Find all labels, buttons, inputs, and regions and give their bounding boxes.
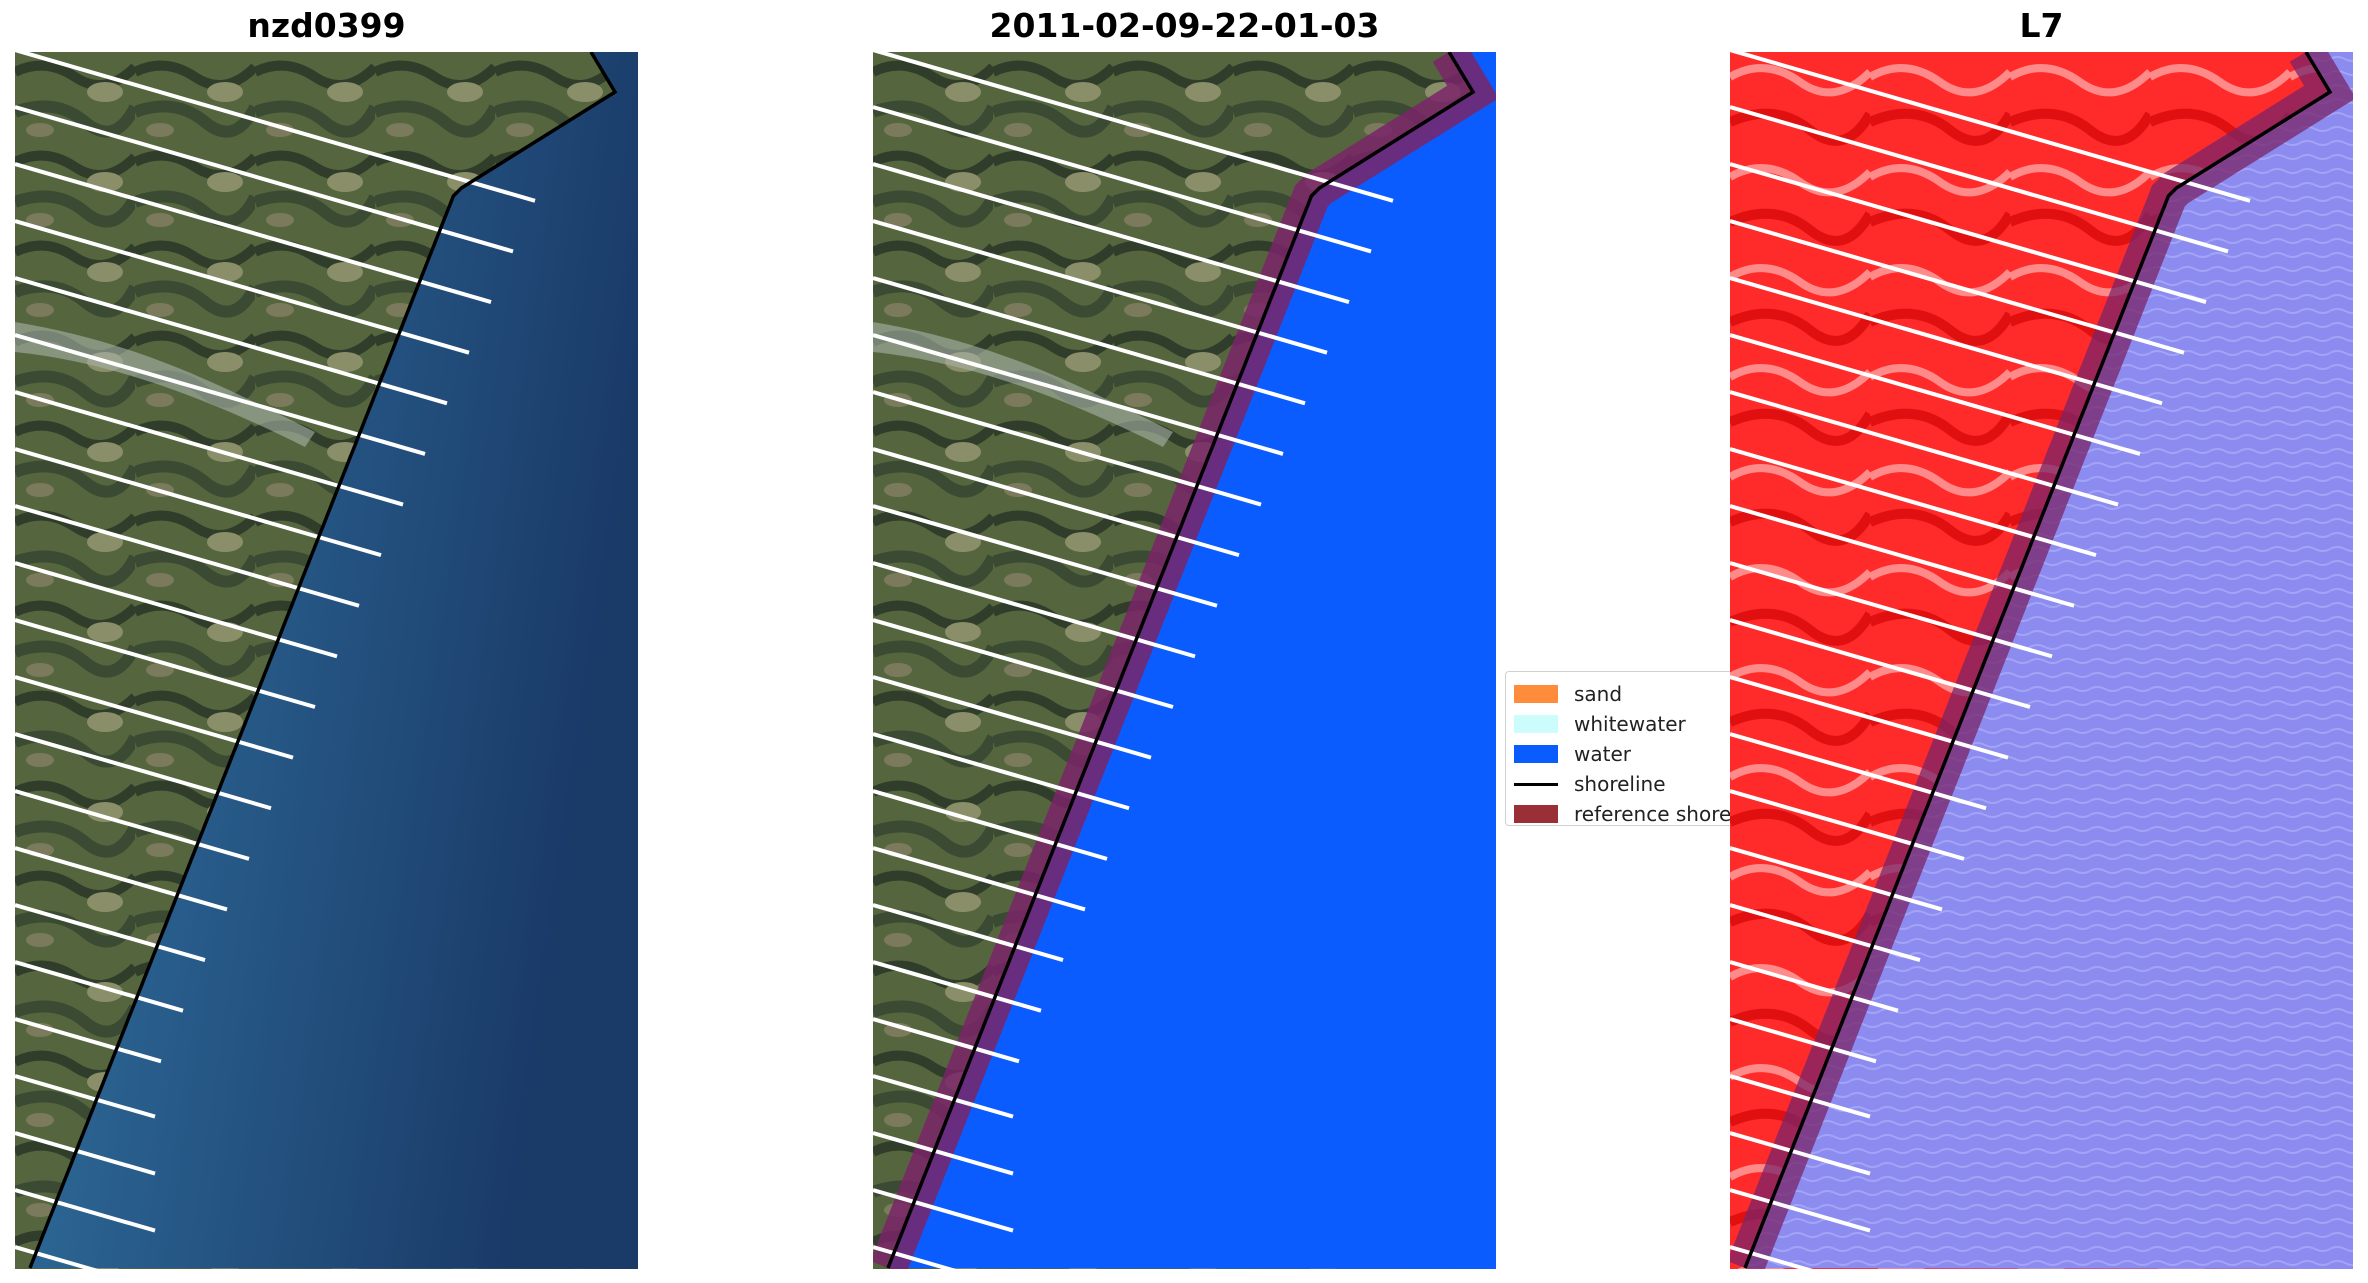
transect-line bbox=[1730, 789, 1965, 861]
legend: sand whitewater water shoreline referenc… bbox=[1505, 671, 1767, 826]
transect-line bbox=[15, 52, 536, 203]
transect-line bbox=[15, 732, 272, 811]
transect-line bbox=[873, 1245, 957, 1269]
legend-label: sand bbox=[1574, 682, 1623, 706]
transect-line bbox=[873, 618, 1174, 709]
legend-item-sand: sand bbox=[1514, 682, 1622, 706]
transect-line bbox=[1730, 561, 2053, 659]
classified-image bbox=[873, 52, 1496, 1269]
transect-line bbox=[873, 903, 1064, 963]
transect-line bbox=[15, 105, 514, 254]
panel-title-3: L7 bbox=[2019, 6, 2064, 45]
transect-line bbox=[1730, 846, 1943, 912]
reference-shoreline-swatch bbox=[1514, 805, 1558, 823]
transect-line bbox=[1730, 105, 2229, 254]
transect-line bbox=[15, 1188, 156, 1233]
legend-label: water bbox=[1574, 742, 1631, 766]
transect-line bbox=[15, 1245, 99, 1269]
transect-line bbox=[1730, 276, 2163, 406]
transect-line bbox=[873, 1188, 1014, 1233]
transect-line bbox=[873, 333, 1284, 456]
transect-line bbox=[1730, 219, 2185, 355]
transect-line bbox=[873, 162, 1350, 304]
transect-line bbox=[873, 276, 1306, 406]
legend-item-whitewater: whitewater bbox=[1514, 712, 1686, 736]
transect-line bbox=[1730, 618, 2031, 709]
transect-line bbox=[15, 1074, 156, 1119]
transect-line bbox=[15, 675, 294, 760]
transect-line bbox=[1730, 504, 2075, 608]
transect-line bbox=[1730, 675, 2009, 760]
transect-line bbox=[15, 276, 448, 406]
transect-line bbox=[15, 504, 360, 608]
transect-line bbox=[15, 960, 184, 1013]
legend-item-shoreline: shoreline bbox=[1514, 772, 1666, 796]
transect-line bbox=[873, 675, 1152, 760]
transect-line bbox=[1730, 1188, 1871, 1233]
transect-line bbox=[15, 618, 316, 709]
shoreline-line-swatch bbox=[1514, 782, 1558, 786]
transect-line bbox=[15, 333, 426, 456]
transect-line bbox=[15, 1131, 156, 1176]
rgb-image bbox=[15, 52, 638, 1269]
transect-line bbox=[873, 1131, 1014, 1176]
transect-line bbox=[1730, 1074, 1871, 1119]
transect-line bbox=[1730, 1245, 1814, 1269]
transect-line bbox=[873, 219, 1328, 355]
index-image bbox=[1730, 52, 2353, 1269]
transect-line bbox=[873, 504, 1218, 608]
transect-line bbox=[873, 960, 1042, 1013]
transect-line bbox=[873, 1017, 1020, 1064]
transect-line bbox=[873, 1074, 1014, 1119]
transect-line bbox=[1730, 1017, 1877, 1064]
rgb-image-panel bbox=[15, 52, 638, 1269]
transect-line bbox=[15, 561, 338, 659]
transect-line bbox=[1730, 52, 2251, 203]
transect-line bbox=[15, 219, 470, 355]
transect-line bbox=[873, 105, 1372, 254]
transect-line bbox=[1730, 1131, 1871, 1176]
panel-title-2: 2011-02-09-22-01-03 bbox=[989, 6, 1380, 45]
legend-label: shoreline bbox=[1574, 772, 1666, 796]
transect-line bbox=[15, 903, 206, 963]
transect-line bbox=[873, 789, 1108, 861]
transect-line bbox=[15, 1017, 162, 1064]
water-swatch bbox=[1514, 745, 1558, 763]
transect-line bbox=[873, 561, 1196, 659]
transect-line bbox=[15, 846, 228, 912]
panel-title-1: nzd0399 bbox=[247, 6, 406, 45]
transect-line bbox=[1730, 903, 1921, 963]
classified-image-panel bbox=[873, 52, 1496, 1269]
transect-line bbox=[1730, 732, 1987, 811]
transect-line bbox=[873, 732, 1130, 811]
transect-line bbox=[1730, 162, 2207, 304]
transect-line bbox=[873, 52, 1394, 203]
transect-line bbox=[873, 846, 1086, 912]
transect-line bbox=[1730, 333, 2141, 456]
transect-line bbox=[15, 162, 492, 304]
transect-line bbox=[15, 789, 250, 861]
legend-item-water: water bbox=[1514, 742, 1631, 766]
legend-label: whitewater bbox=[1574, 712, 1686, 736]
transect-line bbox=[1730, 960, 1899, 1013]
whitewater-swatch bbox=[1514, 715, 1558, 733]
sand-swatch bbox=[1514, 685, 1558, 703]
index-image-panel bbox=[1730, 52, 2353, 1269]
